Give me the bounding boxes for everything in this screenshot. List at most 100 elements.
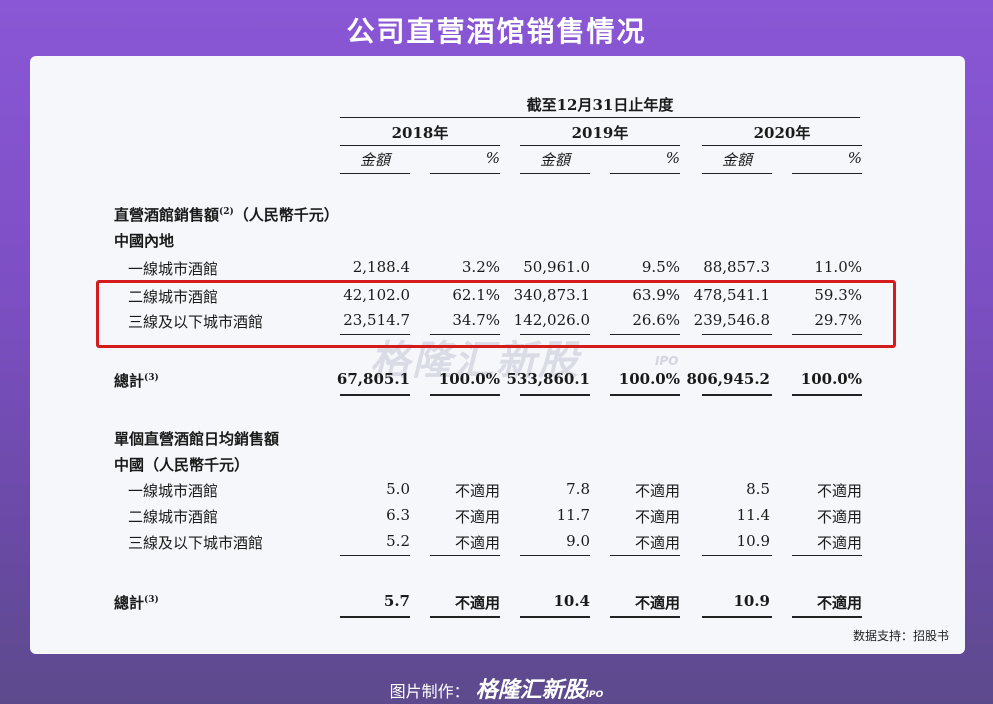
cell: 62.1% — [452, 286, 500, 304]
total-rule — [520, 616, 590, 618]
cell: 9.5% — [641, 258, 680, 276]
cell: 7.8 — [566, 480, 590, 498]
cell: 63.9% — [632, 286, 680, 304]
cell: 59.3% — [814, 286, 862, 304]
cell: 5.2 — [386, 532, 410, 550]
total1-label: 總計(3) — [114, 372, 159, 390]
source-note: 数据支持：招股书 — [852, 629, 949, 643]
row-rule — [702, 334, 772, 335]
total-rule — [340, 394, 410, 396]
cell: 8.5 — [746, 480, 770, 498]
year-rule-2020 — [702, 145, 862, 146]
cell: 11.0% — [814, 258, 862, 276]
total-rule — [792, 394, 862, 396]
row-rule — [792, 555, 862, 556]
row-rule — [430, 555, 500, 556]
cell: 239,546.8 — [693, 311, 770, 329]
section2-region: 中國（人民幣千元） — [114, 456, 250, 474]
cell: 3.2% — [461, 258, 500, 276]
total-rule — [702, 616, 772, 618]
cell: 不適用 — [454, 508, 500, 526]
header-rule — [340, 117, 860, 118]
sub-rule — [702, 173, 772, 174]
cell: 142,026.0 — [513, 311, 590, 329]
cell: 10.9 — [736, 532, 770, 550]
cell: 340,873.1 — [513, 286, 590, 304]
row-label: 二線城市酒館 — [128, 288, 219, 306]
sub-pct-2019: % — [665, 149, 680, 167]
total2-label: 總計(3) — [114, 594, 159, 612]
sub-rule — [610, 173, 680, 174]
total-rule — [702, 394, 772, 396]
total-cell: 100.0% — [438, 370, 500, 388]
cell: 不適用 — [454, 534, 500, 552]
sub-rule — [792, 173, 862, 174]
watermark-ipo: IPO — [655, 354, 679, 368]
cell: 11.4 — [736, 506, 770, 524]
cell: 11.7 — [556, 506, 590, 524]
row-rule — [792, 334, 862, 335]
sub-rule — [520, 173, 590, 174]
footer-credit: 图片制作： 格隆汇新股IPO — [0, 672, 993, 704]
row-label: 一線城市酒館 — [128, 482, 219, 500]
footer-label: 图片制作： — [389, 682, 470, 701]
page-title: 公司直营酒馆销售情况 — [346, 15, 647, 48]
highlight-box — [96, 280, 896, 348]
sub-rule — [340, 173, 410, 174]
row-rule — [520, 555, 590, 556]
row-rule — [610, 334, 680, 335]
year-2019: 2019年 — [571, 124, 629, 142]
cell: 9.0 — [566, 532, 590, 550]
total-rule — [430, 394, 500, 396]
total-cell: 533,860.1 — [506, 370, 590, 388]
sub-rule — [430, 173, 500, 174]
cell: 478,541.1 — [693, 286, 770, 304]
year-rule-2018 — [340, 145, 500, 146]
cell: 不適用 — [634, 508, 680, 526]
total-rule — [520, 394, 590, 396]
year-rule-2019 — [520, 145, 680, 146]
cell: 不適用 — [454, 482, 500, 500]
total-cell: 不適用 — [634, 594, 680, 612]
total-rule — [340, 616, 410, 618]
cell: 88,857.3 — [703, 258, 770, 276]
row-rule — [520, 334, 590, 335]
sub-amount-2019: 金額 — [539, 151, 570, 169]
row-rule — [430, 334, 500, 335]
row-rule — [340, 334, 410, 335]
section1-title: 直營酒館銷售額(2)（人民幣千元） — [114, 206, 339, 224]
row-label: 一線城市酒館 — [128, 260, 219, 278]
footer-brand-ipo: IPO — [585, 690, 604, 700]
row-rule — [610, 555, 680, 556]
year-2018: 2018年 — [391, 124, 449, 142]
total-rule — [610, 616, 680, 618]
cell: 34.7% — [452, 311, 500, 329]
total-cell: 806,945.2 — [686, 370, 770, 388]
total-cell: 100.0% — [800, 370, 862, 388]
cell: 不適用 — [816, 482, 862, 500]
section1-region: 中國內地 — [114, 232, 175, 250]
cell: 26.6% — [632, 311, 680, 329]
total-rule — [792, 616, 862, 618]
cell: 29.7% — [814, 311, 862, 329]
cell: 50,961.0 — [523, 258, 590, 276]
cell: 6.3 — [386, 506, 410, 524]
total-cell: 不適用 — [816, 594, 862, 612]
total-cell: 100.0% — [618, 370, 680, 388]
table-card: 格隆汇新股 IPO 截至12月31日止年度 2018年 2019年 2020年 … — [30, 56, 965, 654]
cell: 42,102.0 — [343, 286, 410, 304]
total-cell: 10.9 — [733, 592, 770, 610]
total-rule — [430, 616, 500, 618]
total-rule — [610, 394, 680, 396]
cell: 不適用 — [816, 508, 862, 526]
row-label: 二線城市酒館 — [128, 508, 219, 526]
total-cell: 67,805.1 — [336, 370, 410, 388]
section2-title: 單個直營酒館日均銷售額 — [114, 430, 280, 448]
sub-amount-2018: 金額 — [359, 151, 390, 169]
cell: 23,514.7 — [343, 311, 410, 329]
footer-brand-logo: 格隆汇新股 — [475, 678, 586, 703]
total-cell: 不適用 — [454, 594, 500, 612]
total-cell: 5.7 — [383, 592, 410, 610]
row-label: 三線及以下城市酒館 — [128, 313, 264, 331]
cell: 5.0 — [386, 480, 410, 498]
